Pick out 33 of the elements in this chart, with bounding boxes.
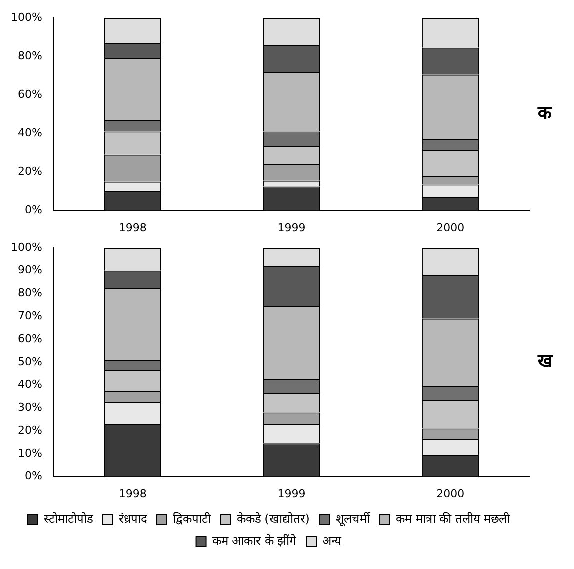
x-tick-label: 1998 [118, 221, 147, 234]
y-tick-label: 60% [18, 88, 42, 101]
y-tick-label: 100% [10, 240, 42, 254]
y-tick-label: 40% [18, 378, 42, 392]
legend-label: रंध्रपाद [118, 512, 148, 526]
legend-label: स्टोमाटोपोड [44, 512, 94, 526]
y-tick-label: 0% [24, 204, 42, 217]
y-tick-label: 100% [10, 10, 42, 24]
y-tick-label: 80% [18, 286, 42, 300]
y-tick-label: 90% [18, 264, 42, 277]
x-tick-label: 1999 [278, 221, 306, 234]
text: क [537, 103, 553, 124]
y-tick-label: 80% [18, 49, 42, 62]
x-tick-label: 1999 [278, 487, 306, 500]
legend-label: कम आकार के झींगे [212, 534, 297, 548]
y-tick-label: 50% [18, 355, 42, 368]
y-tick-label: 0% [24, 470, 42, 483]
x-tick-label: 1998 [118, 487, 147, 500]
y-tick-label: 40% [18, 126, 42, 140]
y-tick-label: 20% [18, 165, 42, 178]
y-tick-label: 10% [18, 446, 42, 460]
y-tick-label: 60% [18, 332, 42, 346]
y-tick-label: 70% [18, 310, 42, 322]
legend-label: शूलचर्मी [336, 512, 371, 528]
x-tick-label: 2000 [436, 487, 465, 500]
legend-label: केकडे (खाद्योतर) [236, 512, 310, 526]
text: ख [537, 351, 554, 372]
legend-label: कम मात्रा की तलीय मछली [396, 512, 512, 526]
legend-label: द्विकपाटी [172, 512, 212, 526]
y-tick-label: 30% [18, 401, 42, 414]
legend-label: अन्य [322, 534, 343, 548]
y-tick-label: 20% [18, 424, 42, 437]
x-tick-label: 2000 [436, 221, 465, 234]
